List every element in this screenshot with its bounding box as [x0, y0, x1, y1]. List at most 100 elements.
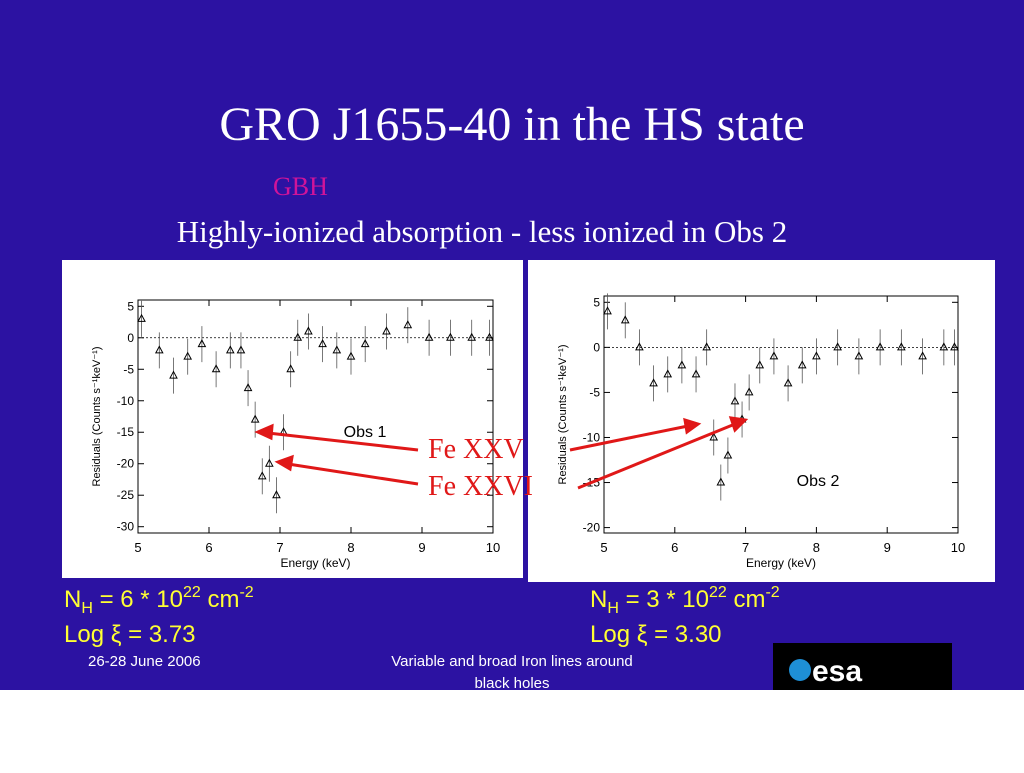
data-point	[225, 345, 235, 354]
data-point	[485, 332, 494, 341]
data-point	[293, 332, 303, 341]
x-tick-label: 5	[134, 540, 141, 555]
data-point	[897, 342, 906, 351]
annotation: Fe XXVI	[428, 471, 533, 502]
x-tick-label: 10	[951, 540, 965, 555]
slide-title: GRO J1655-40 in the HS state	[219, 98, 804, 151]
data-point	[691, 369, 701, 378]
y-axis-label: Residuals (Counts s⁻¹keV⁻¹)	[557, 345, 569, 485]
text-part: H	[81, 600, 93, 617]
data-point	[797, 360, 807, 369]
data-point	[854, 351, 864, 360]
data-point	[403, 320, 413, 329]
logo-text: esa	[812, 655, 862, 688]
data-point	[257, 471, 267, 480]
logo-mark	[789, 659, 811, 681]
x-tick-label: 5	[600, 540, 607, 555]
annotation: Fe XXV	[428, 434, 524, 465]
text-part: N	[64, 586, 81, 613]
data-point	[236, 345, 246, 354]
plot: 5 6 7 8 9 10 5 0 -5 -10 -15 -20 -25 -30 Energy (keV) Re…	[91, 299, 500, 570]
data-point	[265, 458, 274, 467]
y-axis-label: Residuals (Counts s⁻¹keV⁻¹)	[91, 347, 103, 487]
y-tick-label: -5	[589, 385, 600, 399]
column-density: NH = 6 * 1022 cm-2	[64, 584, 254, 617]
plot-annotation: Obs 1	[344, 424, 387, 441]
y-tick-label: -10	[117, 394, 135, 408]
y-tick-label: -20	[583, 521, 601, 535]
data-point	[833, 342, 842, 351]
data-point	[677, 360, 687, 369]
x-axis-label: Energy (keV)	[746, 556, 816, 570]
footer-date: 26-28 June 2006	[88, 653, 201, 670]
data-point	[663, 369, 673, 378]
plot-frame	[603, 295, 959, 534]
data-point	[467, 332, 477, 341]
arrows	[254, 416, 749, 490]
data-point	[603, 306, 612, 315]
x-tick-label: 7	[742, 540, 749, 555]
x-tick-label: 10	[486, 540, 500, 555]
data-point	[620, 315, 630, 324]
data-point	[769, 351, 779, 360]
data-point	[424, 332, 434, 341]
data-point	[702, 342, 711, 351]
data-point	[197, 339, 207, 348]
data-point	[709, 432, 719, 441]
y-tick-label: 5	[127, 299, 134, 313]
x-tick-label: 6	[205, 540, 212, 555]
x-tick-label: 7	[276, 540, 283, 555]
text-part: N	[590, 586, 607, 613]
text-part: 22	[709, 584, 727, 601]
y-tick-label: 0	[127, 331, 134, 345]
y-tick-label: -10	[583, 430, 601, 444]
data-point	[635, 342, 644, 351]
y-tick-label: 0	[593, 340, 600, 354]
data-point	[360, 339, 370, 348]
text-part: 22	[183, 584, 201, 601]
data-point	[918, 351, 927, 360]
data-point	[716, 477, 726, 486]
plot-panel	[62, 260, 523, 578]
text-part: -2	[765, 584, 779, 601]
data-point	[318, 339, 327, 348]
text-part: = 6 * 10	[93, 586, 183, 613]
text-part: cm	[727, 586, 766, 613]
plot-annotation: Obs 2	[797, 473, 840, 490]
tag: GBH	[273, 172, 328, 201]
y-tick-label: -15	[117, 425, 135, 439]
data-point	[243, 383, 253, 392]
data-point	[169, 370, 178, 379]
data-point	[304, 326, 313, 335]
x-tick-label: 9	[884, 540, 891, 555]
ionization: Log ξ = 3.30	[590, 621, 722, 648]
data-point	[446, 332, 455, 341]
subtitle: Highly-ionized absorption - less ionized…	[177, 214, 787, 249]
data-point	[137, 313, 146, 322]
data-point	[211, 364, 221, 373]
text-part: = 3 * 10	[619, 586, 709, 613]
data-point	[183, 351, 193, 360]
y-tick-label: 5	[593, 295, 600, 309]
data-point	[783, 378, 793, 387]
data-point	[346, 351, 356, 360]
y-tick-label: -30	[117, 520, 135, 534]
y-tick-label: -20	[117, 457, 135, 471]
data-point	[755, 360, 765, 369]
x-tick-label: 8	[347, 540, 354, 555]
x-axis-label: Energy (keV)	[280, 556, 350, 570]
text-part: H	[607, 600, 619, 617]
ionization: Log ξ = 3.73	[64, 621, 196, 648]
data-point	[875, 342, 885, 351]
x-tick-label: 9	[418, 540, 425, 555]
data-point	[272, 490, 281, 499]
data-point	[332, 345, 342, 354]
data-point	[730, 396, 740, 405]
data-point	[154, 345, 164, 354]
data-point	[744, 387, 754, 396]
text-part: cm	[201, 586, 240, 613]
data-point	[286, 364, 295, 373]
